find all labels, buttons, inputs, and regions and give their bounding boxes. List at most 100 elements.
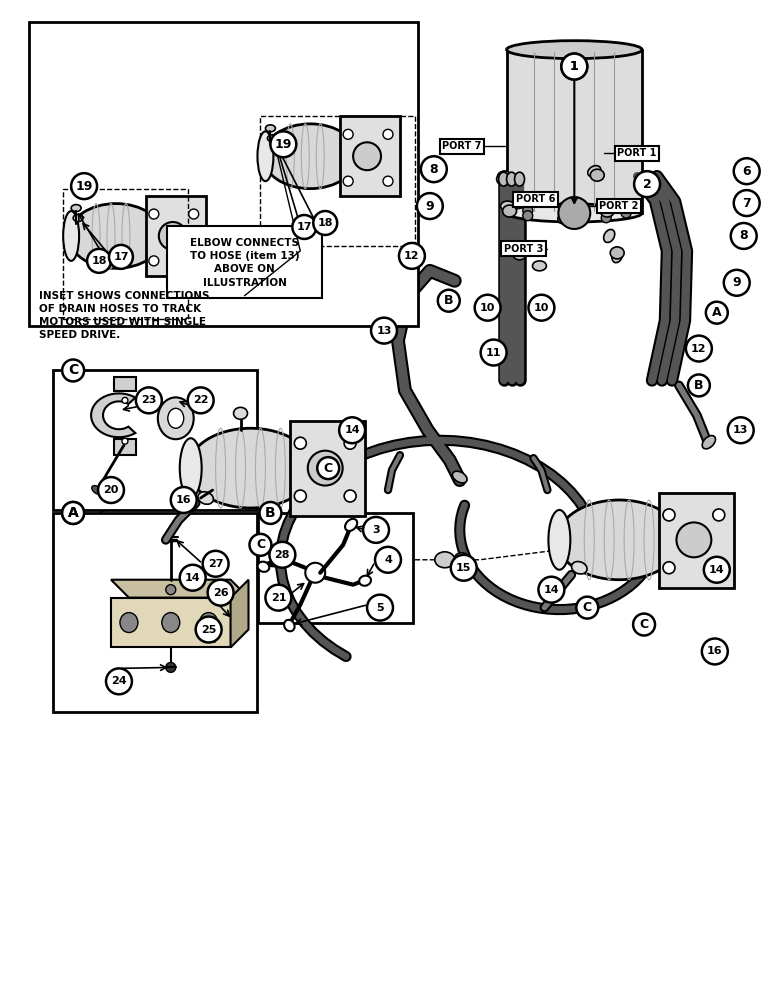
Ellipse shape: [498, 171, 512, 181]
Circle shape: [166, 662, 176, 672]
Text: 25: 25: [201, 625, 216, 635]
Polygon shape: [231, 580, 249, 647]
Circle shape: [731, 223, 757, 249]
Ellipse shape: [496, 173, 510, 185]
Bar: [659, 493, 733, 588]
Polygon shape: [91, 393, 135, 437]
Circle shape: [557, 214, 567, 224]
Circle shape: [367, 595, 393, 621]
Ellipse shape: [162, 613, 180, 633]
Text: 27: 27: [208, 559, 223, 569]
Text: 24: 24: [111, 676, 127, 686]
Text: C: C: [68, 363, 78, 377]
Circle shape: [475, 295, 500, 321]
Bar: [259, 513, 413, 623]
Ellipse shape: [676, 522, 711, 557]
Circle shape: [724, 270, 750, 296]
Circle shape: [633, 614, 655, 636]
Circle shape: [558, 197, 591, 229]
Ellipse shape: [455, 553, 469, 563]
Ellipse shape: [587, 166, 601, 177]
Text: 13: 13: [376, 326, 391, 336]
Circle shape: [344, 129, 353, 139]
Circle shape: [203, 551, 229, 577]
Ellipse shape: [359, 576, 371, 586]
Circle shape: [122, 397, 128, 403]
Circle shape: [294, 490, 306, 502]
Bar: [340, 116, 400, 196]
Text: 2: 2: [642, 178, 652, 191]
Ellipse shape: [71, 205, 81, 212]
Text: 17: 17: [113, 252, 129, 262]
Circle shape: [344, 437, 356, 449]
Bar: [53, 370, 258, 510]
Text: 16: 16: [176, 495, 191, 505]
Text: 12: 12: [405, 251, 420, 261]
Text: 11: 11: [486, 348, 501, 358]
Text: A: A: [712, 306, 722, 319]
Text: 23: 23: [141, 395, 157, 405]
Text: 19: 19: [76, 180, 93, 193]
Text: C: C: [583, 601, 592, 614]
Ellipse shape: [571, 562, 587, 574]
Polygon shape: [111, 598, 231, 647]
Circle shape: [733, 158, 760, 184]
Text: 7: 7: [743, 197, 751, 210]
Ellipse shape: [612, 249, 622, 263]
Ellipse shape: [198, 492, 213, 504]
Circle shape: [339, 417, 365, 443]
Ellipse shape: [548, 510, 571, 570]
Text: 18: 18: [91, 256, 107, 266]
Text: 18: 18: [317, 218, 333, 228]
Ellipse shape: [200, 613, 218, 633]
Circle shape: [259, 502, 281, 524]
Circle shape: [621, 208, 631, 218]
Circle shape: [166, 585, 176, 595]
Circle shape: [713, 509, 725, 521]
Circle shape: [559, 202, 568, 212]
Circle shape: [538, 577, 564, 603]
Ellipse shape: [168, 408, 184, 428]
Circle shape: [106, 668, 132, 694]
Ellipse shape: [188, 428, 313, 508]
Text: B: B: [444, 294, 453, 307]
Circle shape: [375, 547, 401, 573]
Circle shape: [249, 534, 272, 556]
Circle shape: [686, 336, 712, 362]
Ellipse shape: [557, 500, 682, 580]
Ellipse shape: [506, 172, 516, 186]
Circle shape: [149, 256, 159, 266]
Ellipse shape: [305, 563, 325, 583]
Circle shape: [136, 387, 162, 413]
Text: 1: 1: [570, 60, 579, 73]
Ellipse shape: [506, 41, 642, 59]
Text: 8: 8: [429, 163, 438, 176]
Circle shape: [688, 374, 709, 396]
Ellipse shape: [591, 169, 604, 181]
Text: 14: 14: [543, 585, 559, 595]
Text: 17: 17: [296, 222, 312, 232]
Circle shape: [561, 54, 587, 80]
Ellipse shape: [600, 205, 615, 217]
Ellipse shape: [263, 124, 357, 189]
Bar: [29, 22, 418, 326]
Ellipse shape: [266, 125, 276, 132]
Circle shape: [317, 457, 339, 479]
Circle shape: [523, 211, 533, 221]
Ellipse shape: [284, 620, 295, 631]
Ellipse shape: [63, 211, 79, 261]
Ellipse shape: [345, 519, 357, 531]
Circle shape: [561, 54, 587, 80]
Circle shape: [195, 617, 222, 642]
Bar: [114, 439, 136, 455]
Text: 15: 15: [456, 563, 472, 573]
Text: B: B: [694, 379, 703, 392]
Text: 13: 13: [733, 425, 748, 435]
Ellipse shape: [598, 200, 611, 212]
Circle shape: [87, 249, 111, 273]
Circle shape: [188, 256, 198, 266]
Text: 5: 5: [376, 603, 384, 613]
Bar: [53, 513, 258, 712]
Circle shape: [577, 597, 598, 619]
Ellipse shape: [258, 131, 273, 181]
